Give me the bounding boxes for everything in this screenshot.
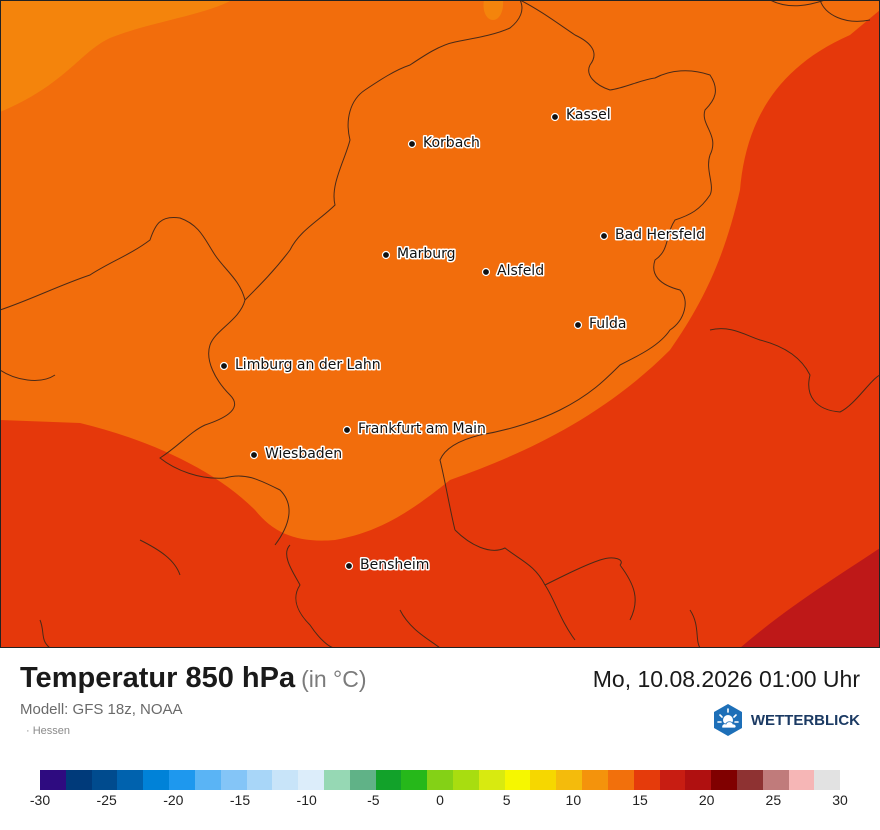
color-scale-swatch bbox=[453, 770, 479, 790]
city-korbach[interactable]: Korbach bbox=[407, 134, 481, 153]
color-scale-ticks: -30 -25 -20 -15 -10 -5 0 5 10 15 20 25 30 bbox=[30, 792, 848, 812]
color-scale-tick-label: -10 bbox=[296, 792, 317, 808]
city-label: Korbach bbox=[423, 135, 480, 151]
temperature-field-10-12-small bbox=[483, 0, 504, 20]
color-scale-swatch bbox=[349, 770, 376, 790]
map-canvas: Kassel Korbach Bad Hersfeld Marburg Alsf… bbox=[0, 0, 880, 649]
brand-name: WETTERBLICK bbox=[750, 711, 860, 729]
color-scale-tick-label: -15 bbox=[229, 792, 251, 808]
color-scale-swatch bbox=[711, 770, 737, 790]
city-label: Bad Hersfeld bbox=[615, 227, 705, 243]
city-dot bbox=[381, 250, 391, 260]
city-marburg[interactable]: Marburg bbox=[381, 245, 457, 264]
color-scale-swatch bbox=[272, 770, 299, 790]
color-scale-tick-label: 20 bbox=[698, 792, 715, 808]
color-scale-swatch bbox=[194, 770, 221, 790]
city-dot bbox=[550, 112, 560, 122]
color-scale-swatch bbox=[478, 770, 505, 790]
map-footer: Temperatur 850 hPa (in °C) Mo, 10.08.2026… bbox=[0, 648, 880, 830]
city-label: Wiesbaden bbox=[265, 446, 342, 462]
brand-logo[interactable]: WETTERBLICK bbox=[711, 703, 860, 737]
city-kassel[interactable]: Kassel bbox=[550, 106, 612, 125]
city-label: Limburg an der Lahn bbox=[235, 357, 381, 373]
color-scale-swatch bbox=[685, 770, 712, 790]
forecast-datetime: Mo, 10.08.2026 01:00 Uhr bbox=[592, 666, 860, 692]
color-scale-tick-label: 25 bbox=[765, 792, 782, 808]
city-label: Frankfurt am Main bbox=[358, 421, 486, 437]
color-scale-tick-label: -30 bbox=[29, 792, 51, 808]
temperature-field-16-18 bbox=[740, 548, 880, 648]
color-scale-swatch bbox=[375, 770, 402, 790]
color-scale-swatch bbox=[582, 770, 608, 790]
color-scale-swatch bbox=[427, 770, 453, 790]
color-scale-swatch bbox=[298, 770, 324, 790]
temperature-map[interactable]: Kassel Korbach Bad Hersfeld Marburg Alsf… bbox=[0, 0, 880, 649]
color-scale-swatch bbox=[607, 770, 634, 790]
color-scale-tick-label: -20 bbox=[163, 792, 184, 808]
sun-cloud-hexagon-icon bbox=[713, 704, 742, 736]
city-wiesbaden[interactable]: Wiesbaden bbox=[249, 445, 344, 464]
color-scale-swatch bbox=[117, 770, 144, 790]
color-scale-swatch bbox=[401, 770, 428, 790]
color-scale-swatch bbox=[633, 770, 660, 790]
city-fulda[interactable]: Fulda bbox=[573, 315, 628, 334]
color-scale-tick-label: 5 bbox=[502, 792, 511, 808]
color-scale-tick-label: 10 bbox=[565, 792, 582, 808]
city-frankfurt-am-main[interactable]: Frankfurt am Main bbox=[342, 420, 487, 439]
city-dot bbox=[481, 267, 491, 277]
color-scale-swatch bbox=[65, 770, 92, 790]
city-dot bbox=[407, 139, 417, 149]
color-scale-swatch bbox=[788, 770, 815, 790]
city-dot bbox=[573, 320, 583, 330]
color-scale-swatch bbox=[169, 770, 195, 790]
color-scale-swatch bbox=[504, 770, 531, 790]
color-scale-swatch bbox=[736, 770, 763, 790]
color-scale-swatch bbox=[556, 770, 583, 790]
city-bensheim[interactable]: Bensheim bbox=[344, 556, 431, 575]
city-label: Marburg bbox=[397, 246, 456, 262]
city-dot bbox=[342, 425, 352, 435]
title-unit: (in °C) bbox=[301, 666, 367, 692]
map-title: Temperatur 850 hPa (in °C) bbox=[20, 662, 367, 695]
color-scale-tick-label: 0 bbox=[436, 792, 444, 808]
color-scale-swatch bbox=[530, 770, 557, 790]
color-scale bbox=[40, 770, 841, 790]
color-scale-swatch bbox=[246, 770, 273, 790]
administrative-borders bbox=[0, 0, 880, 649]
color-scale-swatch bbox=[659, 770, 686, 790]
color-scale-tick-label: -5 bbox=[367, 792, 380, 808]
city-label: Fulda bbox=[589, 316, 627, 332]
temperature-field-10-12 bbox=[0, 0, 232, 112]
city-label: Alsfeld bbox=[497, 263, 544, 279]
color-scale-swatch bbox=[220, 770, 247, 790]
city-limburg-an-der-lahn[interactable]: Limburg an der Lahn bbox=[219, 356, 382, 375]
color-scale-swatch bbox=[323, 770, 350, 790]
city-bad-hersfeld[interactable]: Bad Hersfeld bbox=[599, 226, 707, 245]
color-scale-tick-label: 30 bbox=[832, 792, 848, 808]
color-scale-tick-label: 15 bbox=[632, 792, 648, 808]
city-label: Bensheim bbox=[360, 557, 429, 573]
color-scale-swatch bbox=[814, 770, 841, 790]
city-dot bbox=[249, 450, 259, 460]
title-text: Temperatur 850 hPa bbox=[20, 662, 296, 694]
city-dot bbox=[599, 231, 609, 241]
city-dot bbox=[344, 561, 354, 571]
model-info: Modell: GFS 18z, NOAA bbox=[20, 701, 183, 718]
region-label: · Hessen bbox=[26, 725, 71, 737]
color-scale-swatch bbox=[143, 770, 170, 790]
color-scale-swatch bbox=[91, 770, 118, 790]
temperature-field-14-16 bbox=[0, 10, 880, 648]
color-scale-swatch bbox=[762, 770, 789, 790]
color-scale-swatch bbox=[40, 770, 66, 790]
color-scale-tick-label: -25 bbox=[96, 792, 117, 808]
city-label: Kassel bbox=[566, 107, 611, 123]
city-alsfeld[interactable]: Alsfeld bbox=[481, 262, 546, 281]
city-dot bbox=[219, 361, 229, 371]
